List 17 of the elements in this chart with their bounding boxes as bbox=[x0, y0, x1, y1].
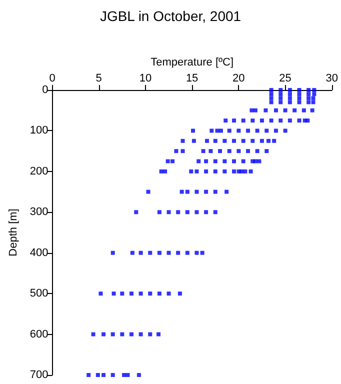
x-tick-label: 20 bbox=[232, 72, 245, 84]
x-axis-title: Temperature [ºC] bbox=[150, 56, 234, 68]
y-tick-label: 100 bbox=[30, 124, 48, 137]
y-tick-label: 400 bbox=[30, 246, 48, 259]
y-tick-label: 0 bbox=[42, 84, 48, 96]
x-tick-label: 10 bbox=[139, 72, 152, 84]
x-tick-label: 30 bbox=[326, 72, 338, 84]
y-tick-label: 600 bbox=[30, 328, 48, 340]
x-tick-label: 15 bbox=[186, 72, 198, 84]
y-tick-label: 200 bbox=[30, 165, 48, 178]
y-tick-label: 700 bbox=[30, 369, 48, 381]
x-tick-label: 5 bbox=[96, 72, 102, 84]
x-tick-label: 25 bbox=[279, 72, 292, 84]
y-axis-title: Depth [m] bbox=[8, 208, 20, 256]
y-tick-label: 300 bbox=[30, 206, 48, 218]
chart-title: JGBL in October, 2001 bbox=[100, 8, 242, 24]
y-tick-label: 500 bbox=[30, 288, 48, 300]
